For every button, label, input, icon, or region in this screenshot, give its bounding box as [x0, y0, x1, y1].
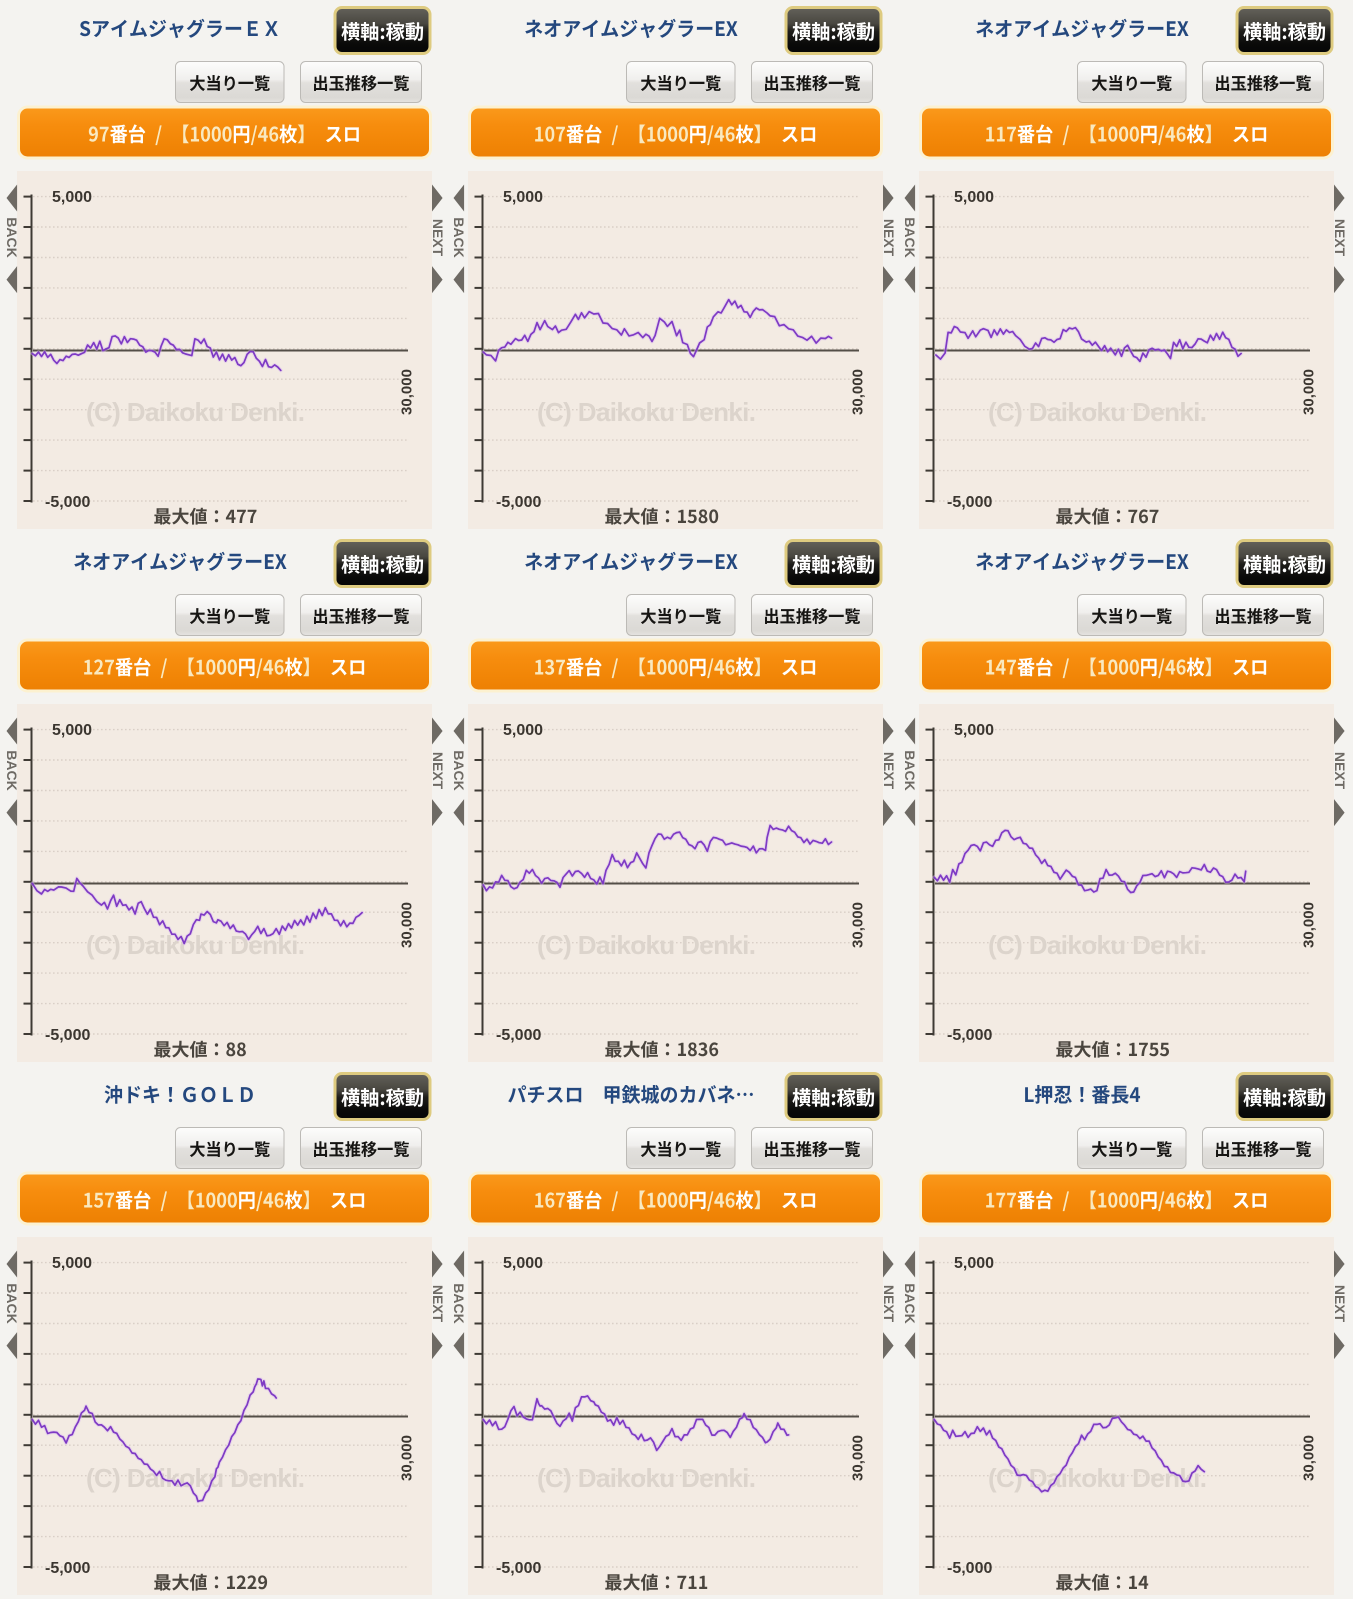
svg-text:BACK: BACK [4, 1283, 20, 1323]
svg-text:-5,000: -5,000 [496, 494, 541, 511]
svg-text:-5,000: -5,000 [45, 1560, 90, 1577]
svg-text:-5,000: -5,000 [45, 494, 90, 511]
svg-text:5,000: 5,000 [954, 189, 994, 206]
svg-text:30,000: 30,000 [399, 902, 416, 948]
svg-text:NEXT: NEXT [881, 1285, 897, 1323]
svg-text:BACK: BACK [451, 750, 467, 790]
svg-text:NEXT: NEXT [881, 219, 897, 257]
svg-text:BACK: BACK [451, 1283, 467, 1323]
svg-text:BACK: BACK [902, 217, 918, 257]
svg-text:5,000: 5,000 [954, 1255, 994, 1272]
svg-text:5,000: 5,000 [503, 189, 543, 206]
svg-text:(C) Daikoku Denki.: (C) Daikoku Denki. [86, 1463, 305, 1493]
svg-text:30,000: 30,000 [1301, 369, 1318, 415]
svg-text:BACK: BACK [4, 217, 20, 257]
svg-text:5,000: 5,000 [503, 722, 543, 739]
svg-text:NEXT: NEXT [430, 1285, 446, 1323]
svg-text:30,000: 30,000 [1301, 1435, 1318, 1481]
svg-text:(C) Daikoku Denki.: (C) Daikoku Denki. [537, 1463, 756, 1493]
svg-text:(C) Daikoku Denki.: (C) Daikoku Denki. [537, 397, 756, 427]
svg-text:30,000: 30,000 [850, 902, 867, 948]
svg-text:NEXT: NEXT [881, 752, 897, 790]
svg-text:30,000: 30,000 [850, 369, 867, 415]
svg-text:-5,000: -5,000 [947, 1027, 992, 1044]
svg-text:NEXT: NEXT [1332, 752, 1348, 790]
svg-text:(C) Daikoku Denki.: (C) Daikoku Denki. [988, 1463, 1207, 1493]
svg-text:NEXT: NEXT [430, 752, 446, 790]
svg-text:30,000: 30,000 [850, 1435, 867, 1481]
svg-text:BACK: BACK [4, 750, 20, 790]
svg-text:BACK: BACK [902, 750, 918, 790]
svg-text:-5,000: -5,000 [947, 1560, 992, 1577]
svg-text:NEXT: NEXT [1332, 219, 1348, 257]
svg-text:5,000: 5,000 [52, 189, 92, 206]
svg-text:30,000: 30,000 [399, 1435, 416, 1481]
svg-text:-5,000: -5,000 [947, 494, 992, 511]
svg-text:(C) Daikoku Denki.: (C) Daikoku Denki. [988, 930, 1207, 960]
svg-text:(C) Daikoku Denki.: (C) Daikoku Denki. [86, 397, 305, 427]
svg-text:5,000: 5,000 [52, 1255, 92, 1272]
svg-text:-5,000: -5,000 [496, 1560, 541, 1577]
svg-text:-5,000: -5,000 [496, 1027, 541, 1044]
svg-text:30,000: 30,000 [399, 369, 416, 415]
svg-text:5,000: 5,000 [503, 1255, 543, 1272]
svg-text:NEXT: NEXT [430, 219, 446, 257]
svg-text:5,000: 5,000 [954, 722, 994, 739]
svg-text:(C) Daikoku Denki.: (C) Daikoku Denki. [988, 397, 1207, 427]
svg-text:NEXT: NEXT [1332, 1285, 1348, 1323]
svg-text:BACK: BACK [451, 217, 467, 257]
svg-text:BACK: BACK [902, 1283, 918, 1323]
svg-text:(C) Daikoku Denki.: (C) Daikoku Denki. [537, 930, 756, 960]
svg-text:-5,000: -5,000 [45, 1027, 90, 1044]
svg-text:30,000: 30,000 [1301, 902, 1318, 948]
svg-text:5,000: 5,000 [52, 722, 92, 739]
